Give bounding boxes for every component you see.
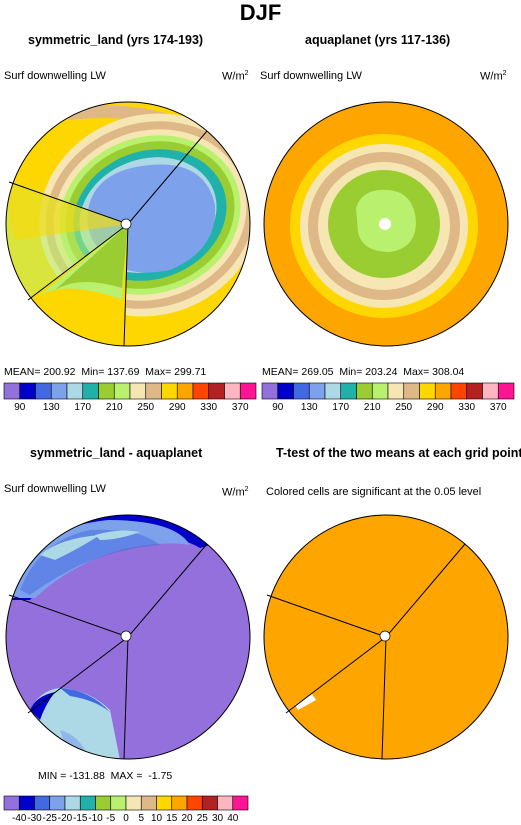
colorbar-tick-label: 130 — [300, 402, 318, 413]
panel2-units: W/m2 — [480, 70, 507, 83]
colorbar-tick-label: -10 — [88, 813, 103, 824]
colorbar-tick-label: 290 — [168, 402, 186, 413]
figure-title: DJF — [239, 0, 282, 25]
panel3-units: W/m2 — [222, 486, 249, 499]
colorbar-tick-label: 30 — [211, 813, 224, 824]
colorbar-tick-label: -5 — [106, 813, 116, 824]
colorbar-tick-label: 210 — [105, 402, 123, 413]
colorbar-tick-label: -25 — [42, 813, 57, 824]
colorbar-tick-label: 210 — [363, 402, 381, 413]
colorbar-tick-label: 130 — [42, 402, 60, 413]
panel3-variable: Surf downwelling LW — [4, 483, 106, 495]
colorbar-tick-label: 250 — [137, 402, 155, 413]
colorbar-tick-label: 330 — [200, 402, 218, 413]
panel3-title: symmetric_land - aquaplanet — [30, 446, 203, 460]
panel2-title: aquaplanet (yrs 117-136) — [305, 33, 451, 47]
colorbar-tick-label: 0 — [123, 813, 129, 824]
colorbar-tick-label: 290 — [426, 402, 444, 413]
panel3-stats: MIN = -131.88 MAX = -1.75 — [38, 770, 173, 782]
colorbar-cell — [497, 382, 515, 400]
panel1-stats: MEAN= 200.92 Min= 137.69 Max= 299.71 — [4, 366, 207, 378]
colorbar-tick-label: 170 — [332, 402, 350, 413]
panel1-title: symmetric_land (yrs 174-193) — [28, 33, 204, 47]
panel2-stats: MEAN= 269.05 Min= 203.24 Max= 308.04 — [262, 366, 465, 378]
colorbar-tick-label: 90 — [14, 402, 26, 413]
colorbar-tick-label: 90 — [272, 402, 284, 413]
colorbar-tick-label: 330 — [458, 402, 476, 413]
colorbar-tick-label: 250 — [395, 402, 413, 413]
panel1-units: W/m2 — [222, 70, 249, 83]
colorbar-cell — [232, 795, 249, 811]
colorbar-tick-label: 5 — [138, 813, 145, 824]
panel4-subtitle: Colored cells are significant at the 0.0… — [266, 486, 482, 498]
colorbar-tick-label: 370 — [489, 402, 507, 413]
panel2-variable: Surf downwelling LW — [260, 70, 362, 82]
colorbar-tick-label: -20 — [57, 813, 73, 824]
colorbar-cell — [239, 382, 257, 400]
colorbar-tick-label: -40 — [12, 813, 27, 824]
colorbar-tick-label: 15 — [166, 813, 178, 824]
panel4-title: T-test of the two means at each grid poi… — [276, 446, 521, 460]
colorbar-tick-label: 170 — [74, 402, 92, 413]
colorbar-tick-label: 10 — [150, 813, 163, 824]
colorbar-tick-label: 40 — [227, 813, 239, 824]
colorbar-tick-label: -30 — [27, 813, 42, 824]
colorbar-tick-label: 370 — [231, 402, 249, 413]
colorbar-tick-label: -15 — [73, 813, 88, 824]
panel1-variable: Surf downwelling LW — [4, 70, 106, 82]
colorbar-tick-label: 25 — [196, 813, 208, 824]
colorbar-tick-label: 20 — [181, 813, 193, 824]
